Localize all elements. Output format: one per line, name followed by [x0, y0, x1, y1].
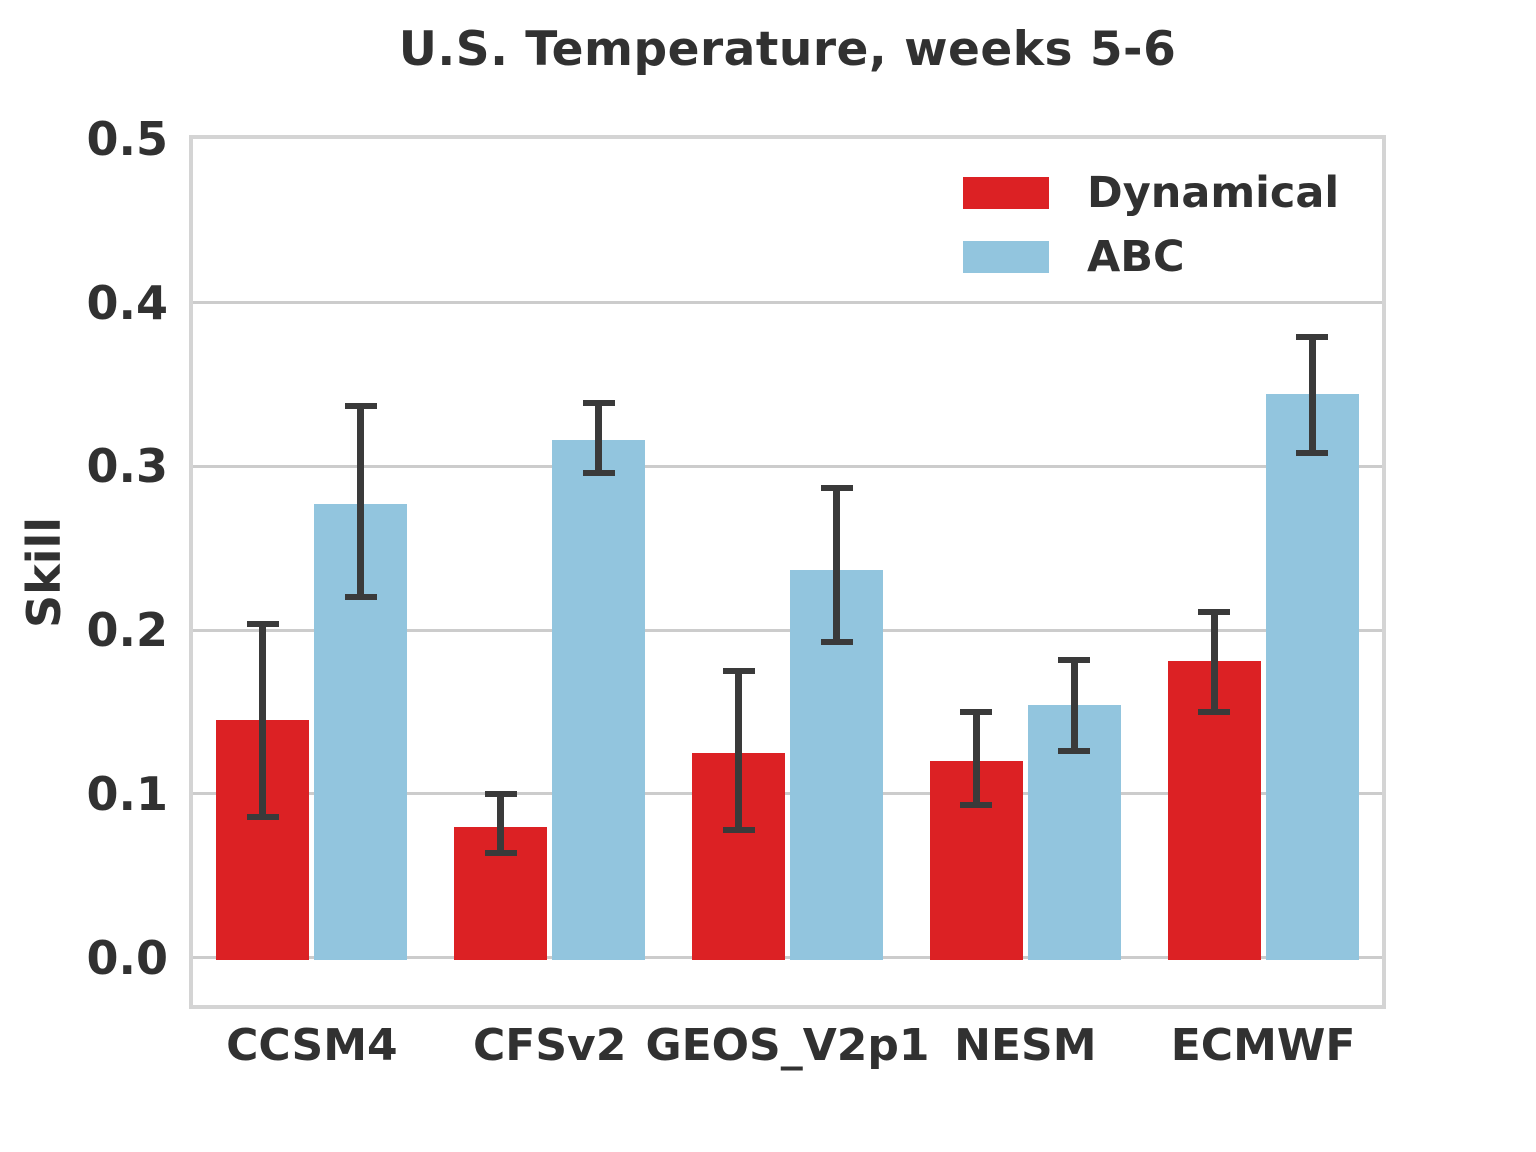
x-tick-label-cfsv2: CFSv2 — [473, 1020, 627, 1071]
y-tick-label-0.5: 0.5 — [86, 112, 169, 166]
error-bar-abc-ccsm4 — [357, 405, 365, 598]
error-cap-top-abc-ccsm4 — [344, 402, 377, 409]
legend-label-abc: ABC — [1087, 231, 1185, 282]
error-cap-bottom-abc-cfsv2 — [582, 469, 615, 476]
error-cap-top-dynamical-nesm — [960, 708, 993, 715]
gridline-0.0 — [193, 956, 1382, 960]
legend-row-abc: ABC — [963, 231, 1339, 283]
error-cap-bottom-abc-nesm — [1058, 748, 1091, 755]
x-tick-label-ecmwf: ECMWF — [1170, 1020, 1356, 1071]
x-tick-label-nesm: NESM — [954, 1020, 1097, 1071]
gridline-0.1 — [193, 792, 1382, 796]
error-cap-top-abc-nesm — [1058, 656, 1091, 663]
gridline-0.4 — [193, 301, 1382, 305]
error-bar-abc-nesm — [1070, 659, 1078, 752]
y-tick-label-0.4: 0.4 — [86, 275, 169, 330]
error-cap-bottom-abc-geos_v2p1 — [820, 638, 853, 645]
legend-label-dynamical: Dynamical — [1087, 167, 1340, 218]
error-cap-bottom-dynamical-cfsv2 — [484, 849, 517, 856]
plot-area: Dynamical ABC — [189, 135, 1386, 1009]
error-cap-bottom-abc-ecmwf — [1296, 450, 1329, 457]
legend-row-dynamical: Dynamical — [963, 167, 1339, 219]
error-cap-bottom-dynamical-ccsm4 — [246, 813, 279, 820]
error-cap-bottom-dynamical-ecmwf — [1198, 708, 1231, 715]
legend: Dynamical ABC — [963, 167, 1339, 283]
chart-title: U.S. Temperature, weeks 5-6 — [398, 22, 1177, 77]
error-bar-dynamical-geos_v2p1 — [735, 671, 742, 830]
y-axis-label: Skill — [17, 516, 71, 628]
error-bar-dynamical-ccsm4 — [259, 623, 267, 817]
error-cap-top-dynamical-ecmwf — [1198, 609, 1231, 616]
error-cap-bottom-dynamical-nesm — [960, 802, 993, 809]
error-bar-abc-ecmwf — [1308, 337, 1316, 454]
legend-swatch-abc — [963, 241, 1049, 273]
bar-abc-ecmwf — [1265, 394, 1359, 960]
y-tick-label-0.3: 0.3 — [86, 439, 169, 494]
error-bar-abc-cfsv2 — [595, 402, 603, 473]
error-bar-dynamical-cfsv2 — [497, 793, 505, 853]
x-tick-label-geos_v2p1: GEOS_V2p1 — [645, 1020, 930, 1071]
gridline-0.2 — [193, 628, 1382, 632]
error-cap-top-abc-cfsv2 — [582, 399, 615, 406]
error-cap-top-abc-geos_v2p1 — [820, 484, 853, 491]
error-cap-top-abc-ecmwf — [1296, 334, 1329, 341]
y-tick-label-0.2: 0.2 — [86, 603, 169, 658]
error-bar-dynamical-nesm — [972, 711, 980, 806]
error-cap-top-dynamical-geos_v2p1 — [722, 668, 755, 675]
error-bar-abc-geos_v2p1 — [833, 487, 840, 642]
error-cap-top-dynamical-ccsm4 — [246, 620, 279, 627]
gridline-0.3 — [193, 464, 1382, 468]
y-tick-label-0.0: 0.0 — [86, 930, 169, 985]
x-tick-label-ccsm4: CCSM4 — [226, 1020, 398, 1071]
y-tick-label-0.1: 0.1 — [86, 766, 169, 821]
error-cap-top-dynamical-cfsv2 — [484, 790, 517, 797]
error-bar-dynamical-ecmwf — [1210, 612, 1218, 712]
bar-abc-cfsv2 — [552, 440, 646, 960]
legend-swatch-dynamical — [963, 177, 1049, 209]
error-cap-bottom-abc-ccsm4 — [344, 594, 377, 601]
error-cap-bottom-dynamical-geos_v2p1 — [722, 826, 755, 833]
